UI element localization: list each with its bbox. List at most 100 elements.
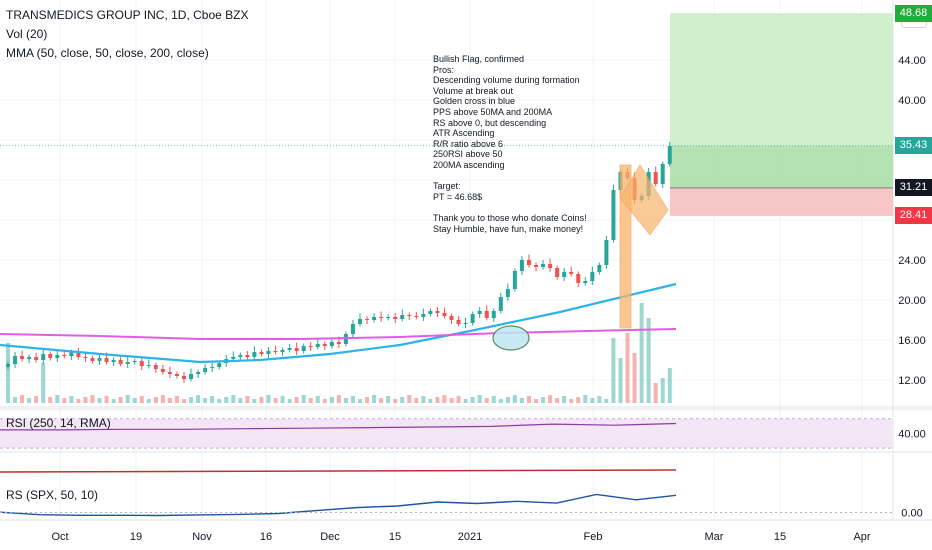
volume-bar [329,397,334,403]
volume-bar [280,396,285,403]
volume-bar [97,398,102,403]
candle-body [393,317,398,319]
x-tick-label: Feb [584,531,603,543]
volume-bar [449,398,454,403]
volume-bar [231,395,236,403]
rs-tick-label: 0.00 [901,508,922,520]
candle-body [470,314,475,323]
volume-bar [555,398,560,403]
rsi-legend[interactable]: RSI (250, 14, RMA) [6,416,111,430]
volume-bar [153,397,158,403]
volume-bar [519,398,524,403]
y-tick-label: 24.00 [898,255,926,267]
volume-bar [308,398,313,403]
x-tick-label: Nov [192,531,212,543]
price-tag: 28.41 [895,207,932,225]
grid-layer [0,0,932,521]
y-tick-label: 12.00 [898,375,926,387]
volume-bar [541,397,546,403]
volume-bar [252,399,257,403]
volume-bar [400,397,405,403]
candle-body [590,272,595,281]
position-zones [0,13,893,216]
volume-bar [590,398,595,403]
flag-shape [619,164,669,236]
candle-body [273,351,278,352]
candle-body [146,365,151,366]
symbol-title: TRANSMEDICS GROUP INC, 1D, Cboe BZX [6,8,249,22]
candle-body [498,297,503,311]
candle-body [555,268,560,277]
volume-bar [20,395,25,403]
volume-bar [358,399,362,403]
x-tick-label: Dec [320,531,340,543]
candle-body [477,311,482,314]
candle-body [569,272,574,274]
volume-bar [287,399,292,403]
x-tick-label: 2021 [458,531,482,543]
volume-bar [534,399,538,403]
candle-body [167,372,172,374]
volume-bar [76,399,81,403]
volume-bar [456,396,461,403]
candle-body [322,344,327,346]
candle-body [301,346,306,351]
volume-bar [301,395,306,403]
candle-body [160,369,165,372]
axes: Oct 19 Nov 16 Dec 15 2021 Feb Mar 15 Apr 12.00 16.00… [51,55,925,543]
candle-body [280,350,285,352]
ma-legend[interactable]: MMA (50, close, 50, close, 200, close) [6,46,209,60]
volume-bar [146,399,151,403]
volume-bar [505,397,510,403]
candle-body [435,311,440,313]
candle-body [576,274,581,283]
candle-body [484,311,489,318]
volume-bar [27,398,32,403]
candle-body [231,357,236,359]
ma50-line [0,282,677,364]
candle-body [372,317,377,320]
price-tag: 35.43 [895,137,932,155]
candle-body [69,352,74,356]
candle-body [6,364,10,367]
volume-bar [69,396,74,403]
candle-body [463,323,468,324]
volume-bar [569,399,574,403]
candle-body [55,355,60,358]
volume-bar [217,399,222,403]
volume-bar [273,398,278,403]
volume-bar [90,395,95,403]
volume-bar [224,397,229,403]
volume-bar [41,363,46,403]
x-tick-label: 15 [774,531,786,543]
candle-body [294,348,299,351]
candle-body [182,376,186,379]
rsi-line [0,422,677,431]
volume-legend[interactable]: Vol (20) [6,27,48,41]
candle-body [519,260,524,271]
volume-bar [442,395,447,403]
volume-bar [34,396,39,403]
candle-body [315,344,320,347]
candle-body [350,324,355,334]
candle-body [34,357,39,360]
volume-bar [372,395,377,403]
drawings [492,164,669,351]
volume-bar [386,396,391,403]
volume-bar [414,398,419,403]
rs-legend[interactable]: RS (SPX, 50, 10) [6,488,99,502]
candle-body [512,271,517,289]
candle-body [20,356,25,359]
volume-bar [463,399,468,403]
volume-bar [421,396,426,403]
candle-body [48,354,53,358]
x-tick-label: 15 [389,531,401,543]
candle-body [104,358,109,362]
volume-bar [611,338,616,403]
candle-body [62,355,67,356]
candle-body [442,313,447,316]
candle-body [259,352,264,354]
volume-bar [245,396,250,403]
candle-body [132,361,137,362]
